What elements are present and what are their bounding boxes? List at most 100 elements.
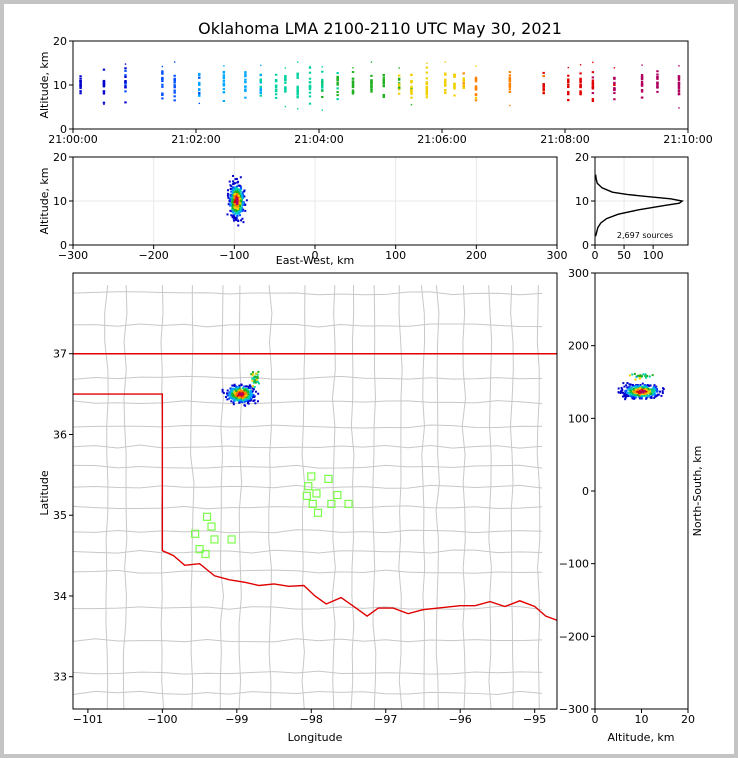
source-point bbox=[630, 395, 633, 398]
source-point bbox=[651, 391, 654, 394]
source-point bbox=[259, 74, 262, 77]
source-point bbox=[124, 81, 127, 84]
source-point bbox=[252, 388, 255, 391]
map-y-tick-label: 34 bbox=[53, 590, 67, 603]
source-point bbox=[198, 84, 201, 87]
source-point bbox=[308, 91, 312, 94]
source-point bbox=[351, 81, 355, 84]
source-point bbox=[222, 88, 226, 91]
source-point bbox=[656, 73, 659, 76]
source-point bbox=[244, 389, 247, 392]
source-point bbox=[124, 63, 127, 65]
source-point bbox=[229, 198, 232, 201]
source-point bbox=[247, 393, 250, 396]
source-point bbox=[654, 389, 657, 392]
source-point bbox=[227, 189, 230, 192]
source-point bbox=[238, 199, 241, 202]
source-point bbox=[634, 388, 637, 391]
source-point bbox=[259, 91, 262, 94]
source-point bbox=[222, 77, 226, 80]
source-point bbox=[161, 80, 164, 83]
source-point bbox=[646, 394, 649, 397]
source-point bbox=[425, 96, 429, 99]
source-point bbox=[625, 389, 628, 392]
source-point bbox=[635, 385, 638, 388]
source-point bbox=[462, 82, 465, 85]
source-point bbox=[336, 75, 339, 78]
source-point bbox=[236, 399, 239, 402]
source-point bbox=[397, 83, 401, 86]
source-point bbox=[236, 193, 239, 196]
ew-x-tick-label: −300 bbox=[58, 249, 88, 262]
source-point bbox=[250, 373, 253, 376]
source-point bbox=[678, 65, 680, 67]
source-point bbox=[444, 72, 447, 75]
source-point bbox=[619, 392, 622, 395]
source-point bbox=[474, 94, 478, 97]
source-point bbox=[652, 393, 655, 396]
source-point bbox=[236, 197, 239, 200]
source-point bbox=[370, 74, 373, 77]
source-point bbox=[198, 76, 201, 79]
source-point bbox=[677, 84, 681, 87]
source-point bbox=[567, 81, 570, 84]
source-point bbox=[635, 386, 638, 389]
source-point bbox=[296, 76, 299, 79]
source-point bbox=[677, 92, 681, 95]
source-point bbox=[640, 80, 644, 83]
source-point bbox=[242, 399, 245, 402]
source-point bbox=[649, 391, 652, 394]
source-point bbox=[254, 381, 257, 384]
source-point bbox=[336, 87, 339, 90]
source-point bbox=[284, 76, 287, 79]
source-point bbox=[462, 72, 465, 75]
source-point bbox=[238, 386, 241, 389]
source-point bbox=[222, 82, 226, 85]
ns-y-tick-label: 0 bbox=[582, 485, 589, 498]
source-point bbox=[641, 389, 644, 392]
source-point bbox=[662, 388, 665, 391]
source-point bbox=[231, 207, 234, 210]
source-point bbox=[308, 66, 312, 69]
source-point bbox=[231, 397, 234, 400]
source-point bbox=[567, 93, 570, 96]
hist-y-tick-label: 20 bbox=[575, 151, 589, 164]
map-x-tick-label: −98 bbox=[300, 713, 323, 726]
source-point bbox=[198, 102, 200, 105]
source-point bbox=[232, 180, 235, 183]
source-point bbox=[231, 393, 234, 396]
source-point bbox=[241, 195, 244, 198]
map-x-tick-label: −101 bbox=[73, 713, 103, 726]
time-height-y-tick-label: 0 bbox=[60, 123, 67, 136]
source-point bbox=[235, 389, 238, 392]
source-point bbox=[351, 84, 355, 87]
source-point bbox=[640, 388, 643, 391]
source-point bbox=[508, 74, 512, 77]
county-line bbox=[73, 670, 543, 675]
ew-x-tick-label: 200 bbox=[466, 249, 487, 262]
source-point bbox=[235, 397, 238, 400]
source-point bbox=[243, 397, 246, 400]
source-point bbox=[620, 386, 623, 389]
source-point bbox=[308, 71, 312, 74]
source-point bbox=[643, 388, 646, 391]
source-point bbox=[241, 209, 244, 212]
source-point bbox=[232, 214, 235, 217]
source-point bbox=[256, 375, 259, 378]
source-point bbox=[542, 88, 545, 91]
source-point bbox=[226, 392, 229, 395]
source-point bbox=[249, 391, 252, 394]
ew-y-tick-label: 10 bbox=[53, 195, 67, 208]
source-point bbox=[256, 380, 259, 383]
station-marker bbox=[302, 491, 311, 500]
source-point bbox=[652, 387, 655, 390]
source-point bbox=[236, 212, 239, 215]
source-point bbox=[613, 92, 616, 95]
source-point bbox=[643, 384, 646, 387]
source-point bbox=[229, 194, 232, 197]
source-point bbox=[242, 221, 245, 224]
source-point bbox=[246, 390, 249, 393]
source-point bbox=[646, 387, 649, 390]
station-marker bbox=[191, 529, 200, 538]
county-line bbox=[219, 285, 224, 709]
